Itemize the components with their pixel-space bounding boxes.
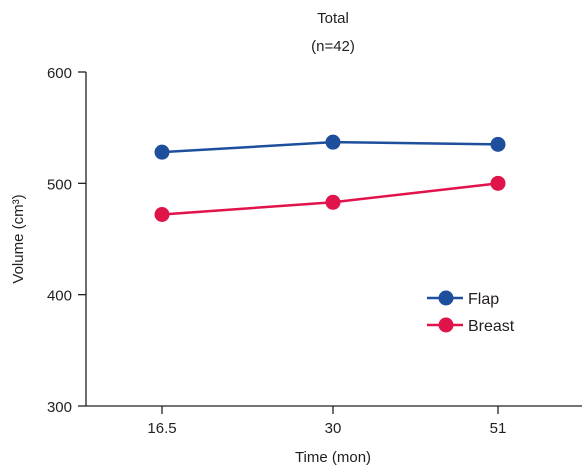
x-tick-label: 30 [325,420,342,437]
x-axis-ticks: 16.5 30 51 [147,406,506,437]
data-point-flap [325,134,341,150]
data-point-breast [490,175,506,191]
y-tick-label: 300 [47,399,72,416]
y-axis-ticks: 300 400 500 600 [47,65,86,416]
legend: Flap Breast [427,290,515,335]
chart-title: Total [317,10,349,27]
data-point-flap [154,144,170,160]
data-point-breast [325,194,341,210]
legend-marker-flap [438,290,454,306]
y-tick-label: 500 [47,176,72,193]
legend-label-flap: Flap [468,291,499,308]
data-point-breast [154,207,170,223]
x-axis-label: Time (mon) [295,449,371,466]
x-tick-label: 51 [490,420,507,437]
y-axis-label: Volume (cm³) [10,194,27,283]
series-layer [154,134,506,223]
legend-marker-breast [438,317,454,333]
chart-subtitle: (n=42) [311,38,355,55]
y-tick-label: 400 [47,288,72,305]
data-point-flap [490,136,506,152]
x-tick-label: 16.5 [147,420,176,437]
legend-label-breast: Breast [468,318,515,335]
y-tick-label: 600 [47,65,72,82]
